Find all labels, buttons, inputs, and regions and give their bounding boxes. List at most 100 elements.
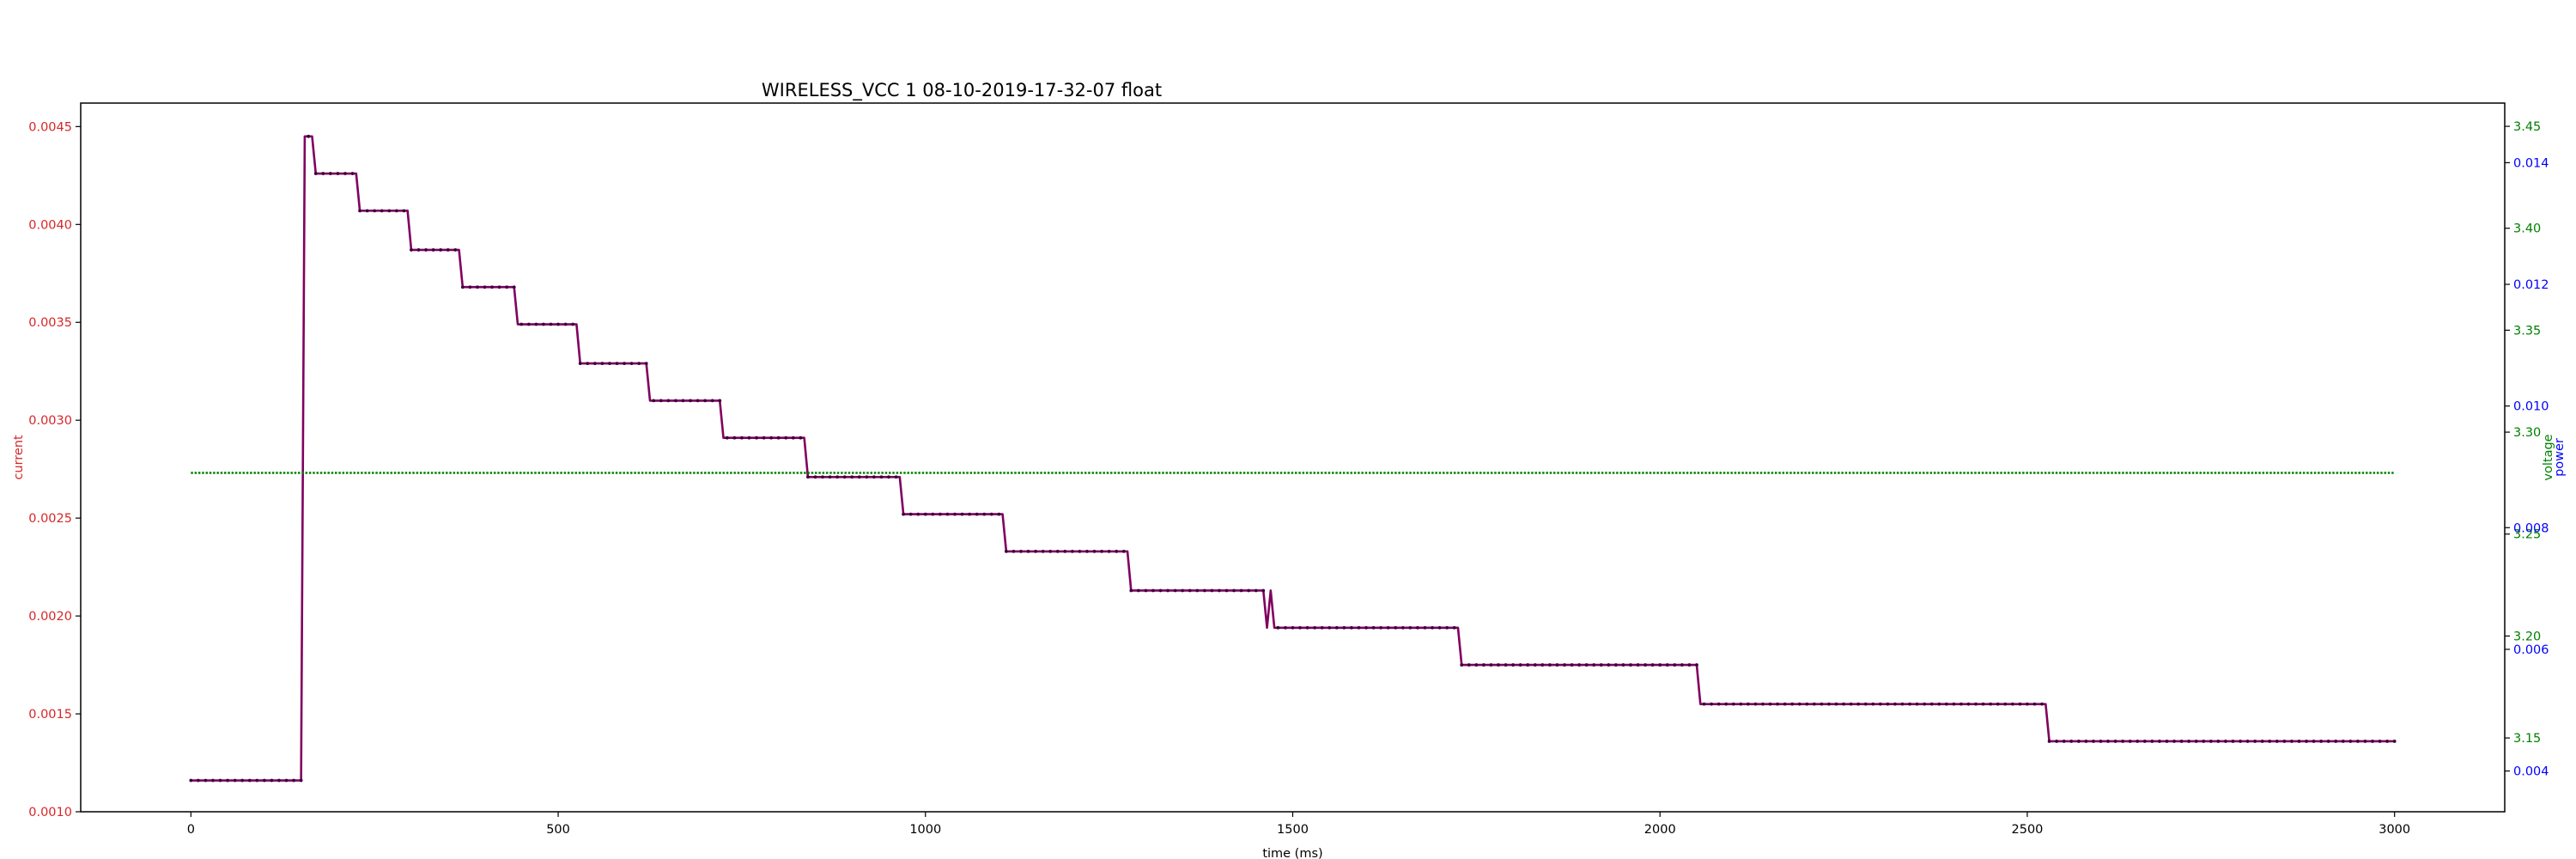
current-data-point [505,285,509,289]
current-data-point [1878,702,1882,706]
current-data-point [2275,740,2279,743]
current-data-point [1739,702,1743,706]
current-data-point [2084,740,2088,743]
current-data-point [960,512,964,516]
current-data-point [842,475,847,479]
current-data-point [799,436,803,440]
current-data-point [189,778,193,783]
current-data-point [2356,740,2360,743]
current-data-point [2032,702,2037,706]
current-data-point [526,322,531,326]
current-data-point [1431,625,1434,630]
power-tick-label: 0.004 [2513,765,2549,779]
current-data-point [1533,663,1537,667]
current-data-point [1702,702,1706,706]
current-data-point [1768,702,1772,706]
current-data-point [666,399,671,403]
current-data-point [1570,663,1574,667]
current-data-point [1929,702,1934,706]
current-data-point [681,399,685,403]
current-data-point [1327,625,1332,630]
current-data-point [872,475,876,479]
current-data-point [1650,663,1655,667]
current-data-point [307,134,311,138]
current-data-point [623,362,626,366]
current-data-point [1989,702,1993,706]
current-data-point [997,512,1001,516]
voltage-tick-label: 3.30 [2513,426,2541,440]
current-data-point [556,322,560,326]
current-data-point [879,475,884,479]
current-data-point [2305,740,2308,743]
current-data-point [2172,740,2176,743]
current-data-point [1871,702,1875,706]
current-series-line [191,135,2395,782]
current-data-point [592,362,597,366]
current-data-point [2076,740,2081,743]
current-data-point [2312,740,2316,743]
current-data-point [1548,663,1552,667]
current-data-point [659,399,663,403]
current-data-point [1474,663,1479,667]
current-data-point [674,399,677,403]
current-data-point [328,172,332,175]
current-data-point [1599,663,1603,667]
current-data-point [1776,702,1780,706]
current-data-point [226,778,229,783]
current-data-point [313,172,318,175]
current-data-point [1195,588,1200,593]
current-data-point [1643,663,1648,667]
current-data-point [446,248,450,252]
current-data-point [806,475,810,479]
current-data-point [2348,740,2353,743]
current-data-point [1886,702,1890,706]
current-data-point [1224,588,1229,593]
current-data-point [497,285,501,289]
current-data-point [732,436,737,440]
current-data-point [1136,588,1140,593]
current-data-point [1820,702,1824,706]
current-data-point [1121,549,1126,553]
current-data-point [1607,663,1611,667]
current-data-point [813,475,817,479]
current-data-point [373,209,377,213]
current-data-point [2224,740,2227,743]
current-data-point [284,778,289,783]
current-data-point [1144,588,1148,593]
current-data-point [1181,588,1185,593]
current-data-point [1842,702,1845,706]
current-data-point [1313,625,1317,630]
current-data-point [1276,625,1280,630]
series-layer [189,134,2397,783]
current-data-point [233,778,237,783]
current-data-point [652,399,656,403]
current-data-point [989,512,993,516]
current-data-point [321,172,325,175]
power-tick-label: 0.012 [2513,278,2549,292]
current-data-point [1070,549,1074,553]
current-data-point [2187,740,2191,743]
current-data-point [1636,663,1640,667]
current-data-point [2099,740,2103,743]
current-data-point [483,285,487,289]
current-data-point [1555,663,1559,667]
current-data-point [2363,740,2367,743]
current-data-point [1423,625,1427,630]
current-data-point [534,322,538,326]
voltage-tick-label: 3.45 [2513,120,2541,134]
current-data-point [644,362,648,366]
current-data-point [2142,740,2147,743]
power-tick-label: 0.014 [2513,156,2549,170]
current-data-point [1210,588,1214,593]
current-data-point [1158,588,1163,593]
current-data-point [1202,588,1206,593]
current-data-point [2018,702,2022,706]
current-data-point [2062,740,2066,743]
current-data-point [2121,740,2125,743]
current-tick-label: 0.0040 [28,218,72,232]
current-data-point [1085,549,1089,553]
current-data-point [2239,740,2242,743]
current-data-point [637,362,641,366]
current-data-point [542,322,545,326]
current-data-point [1584,663,1589,667]
